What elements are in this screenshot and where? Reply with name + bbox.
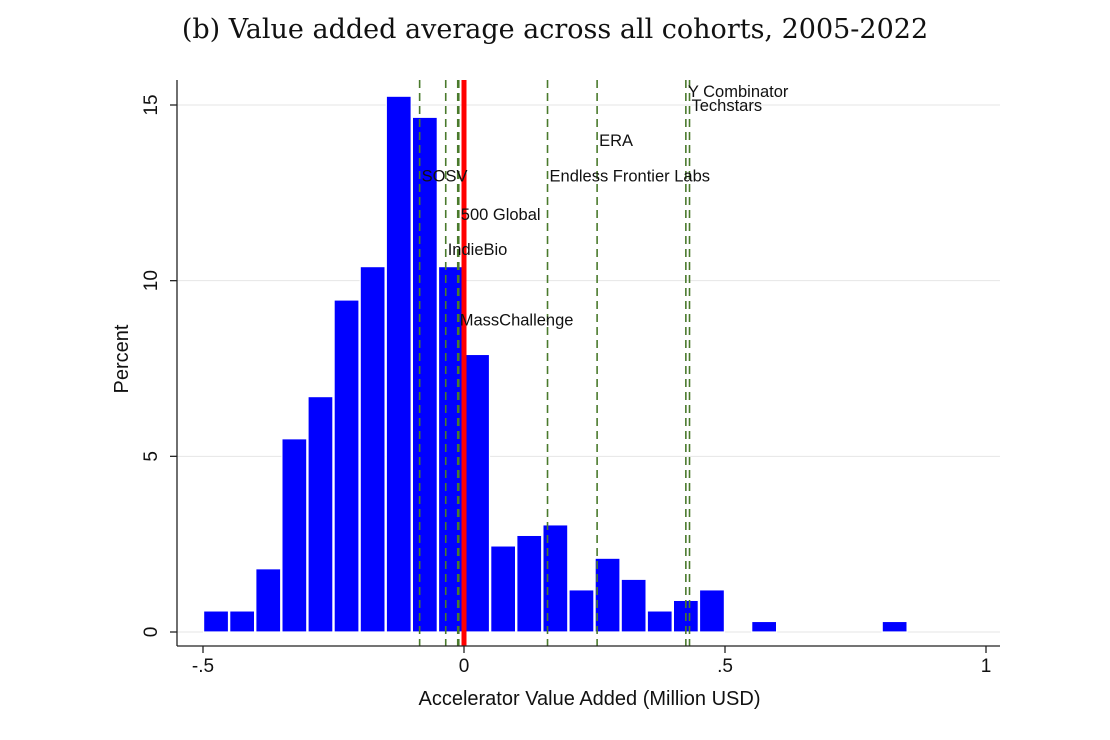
chart-title: (b) Value added average across all cohor… bbox=[181, 14, 929, 45]
histogram-bar bbox=[307, 396, 334, 633]
histogram-bar bbox=[333, 299, 360, 633]
x-tick-label: .5 bbox=[717, 656, 733, 677]
histogram-bars bbox=[203, 95, 908, 633]
histogram-bar bbox=[516, 534, 543, 633]
histogram-bar bbox=[385, 95, 412, 633]
histogram-bar bbox=[568, 589, 595, 633]
y-tick-label: 0 bbox=[141, 627, 162, 638]
reference-line-label: 500 Global bbox=[461, 206, 541, 224]
histogram-bar bbox=[359, 266, 386, 633]
histogram-bar bbox=[646, 610, 673, 633]
histogram-bar bbox=[751, 620, 778, 633]
reference-line-label: Endless Frontier Labs bbox=[550, 167, 711, 185]
histogram-bar bbox=[464, 353, 491, 633]
x-tick-label: 0 bbox=[459, 656, 470, 677]
histogram-bar bbox=[542, 524, 569, 633]
histogram-bar bbox=[594, 557, 621, 633]
y-tick-label: 5 bbox=[141, 451, 162, 462]
histogram-bar bbox=[281, 438, 308, 633]
histogram-bar bbox=[698, 589, 725, 633]
x-axis-title: Accelerator Value Added (Million USD) bbox=[418, 688, 760, 710]
reference-line-label: Techstars bbox=[692, 97, 763, 115]
y-tick-label: 10 bbox=[141, 270, 162, 291]
reference-line-label: IndieBio bbox=[448, 241, 508, 259]
histogram-bar bbox=[229, 610, 256, 633]
histogram-bar bbox=[620, 578, 647, 633]
histogram-bar bbox=[490, 545, 517, 633]
x-tick-label: -.5 bbox=[192, 656, 214, 677]
reference-line-label: ERA bbox=[599, 132, 633, 150]
reference-line-label: MassChallenge bbox=[460, 311, 574, 329]
axis-labels: Accelerator Value Added (Million USD) Pe… bbox=[111, 324, 761, 710]
y-axis-title: Percent bbox=[111, 324, 133, 393]
histogram-bar bbox=[411, 116, 438, 633]
reference-lines: SOSV IndieBio 500 Global MassChallenge Endle… bbox=[418, 80, 789, 646]
x-tick-label: 1 bbox=[981, 656, 992, 677]
histogram-bar bbox=[255, 568, 282, 633]
histogram-bar bbox=[203, 610, 230, 633]
histogram-bar bbox=[881, 620, 908, 633]
y-tick-label: 15 bbox=[141, 94, 162, 115]
reference-line-label: Y Combinator bbox=[688, 83, 789, 101]
reference-line-label: SOSV bbox=[422, 167, 468, 185]
